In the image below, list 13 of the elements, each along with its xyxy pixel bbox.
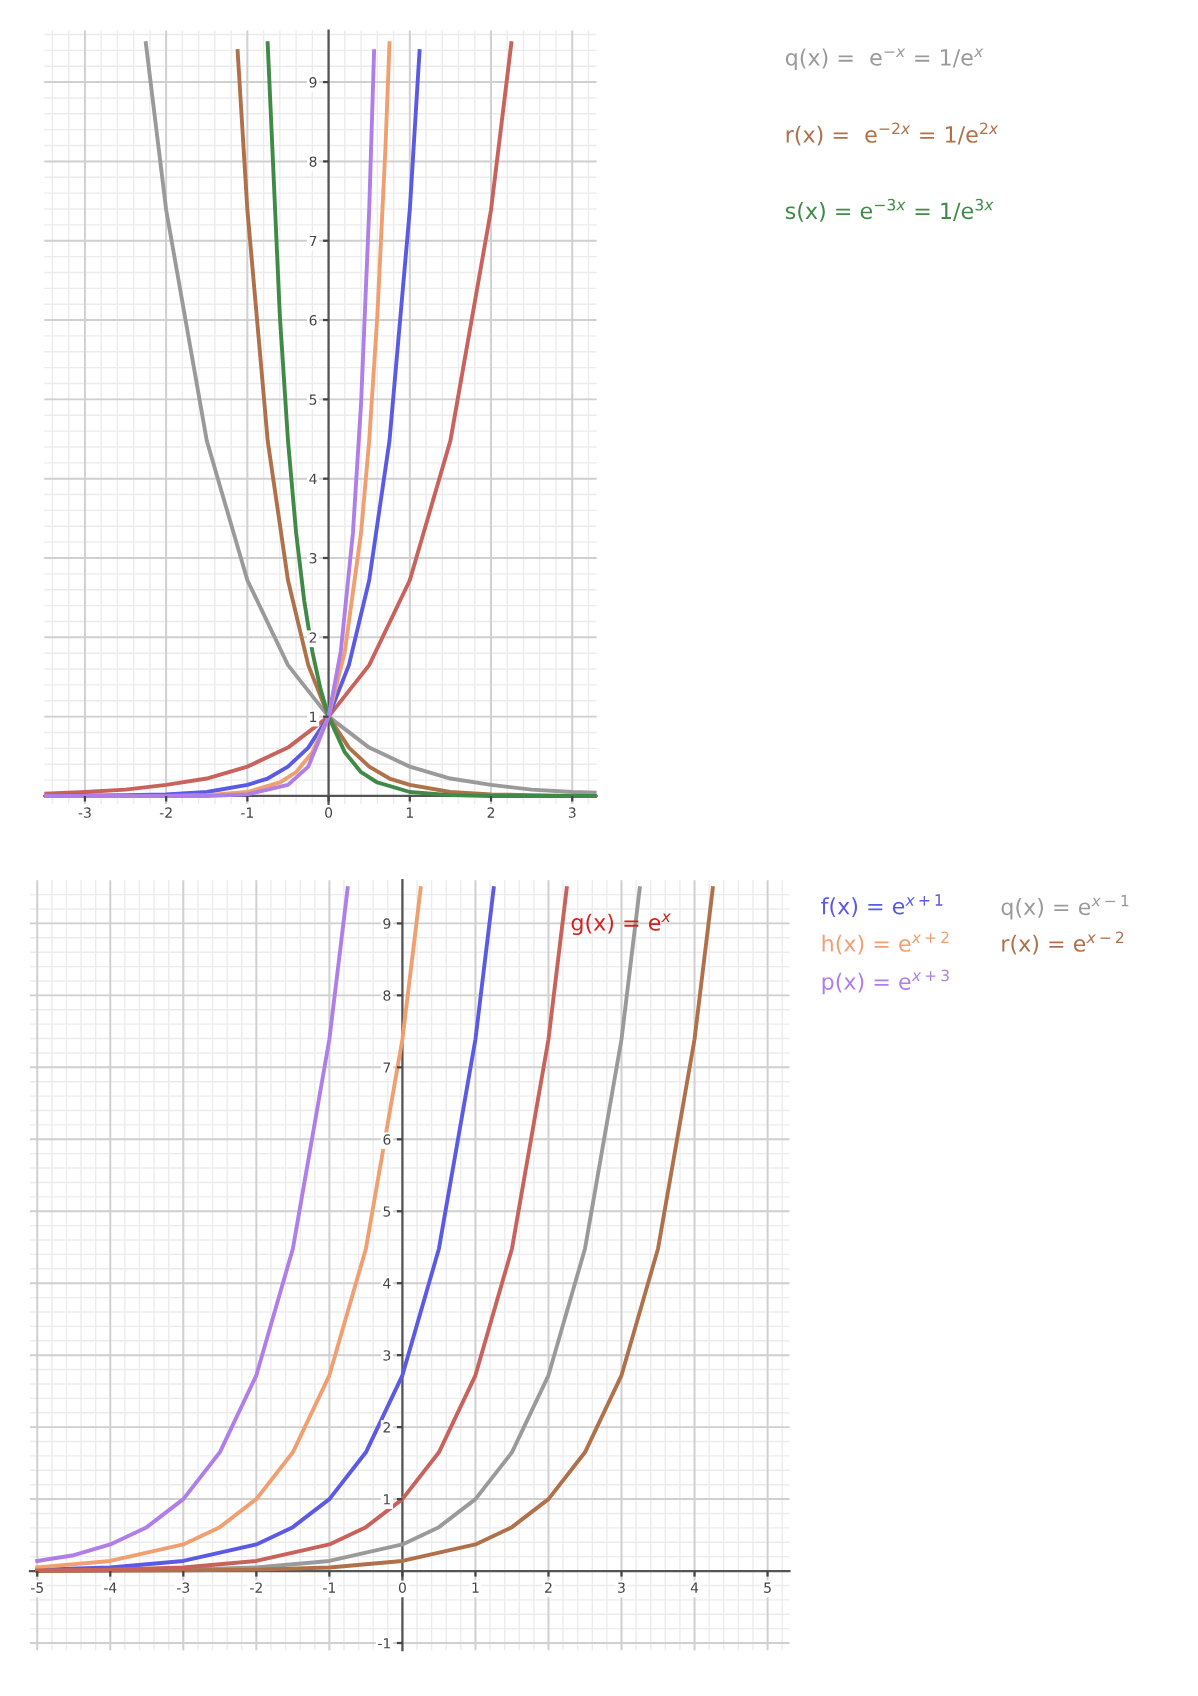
line-series [143,41,597,795]
text: r(x) = e$^{−2x}$ = 1/e$^{2x}$ [786,122,999,146]
text: p(x) = e$^{x+3}$ [822,969,949,995]
text: f(x) = e$^{x+1}$ [821,894,943,918]
text: q(x) = e$^{−x}$ = 1/e$^{x}$ [785,48,984,71]
annotation: g(x) = e$^{x}$ [571,913,671,936]
text: s(x) = e$^{−3x}$ = 1/e$^{3x}$ [785,198,994,222]
text: r(x) = e$^{x−2}$ [1002,931,1124,955]
line-series [35,886,350,1563]
text: h(x) = e$^{x+2}$ [822,931,949,955]
line-series [44,41,514,796]
text: q(x) = e$^{x−1}$ [1001,895,1129,920]
line-series [35,886,423,1570]
